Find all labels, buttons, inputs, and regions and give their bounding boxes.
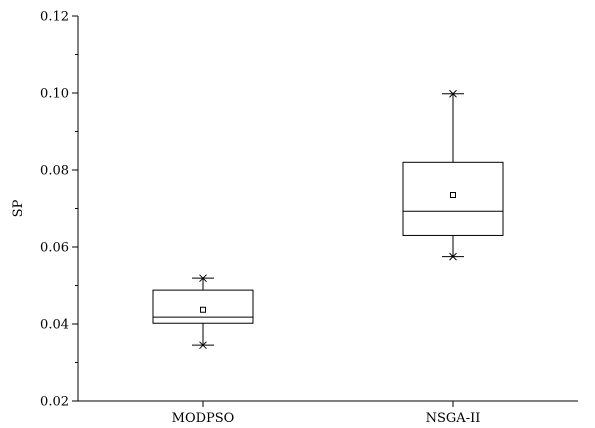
- max-marker: [199, 274, 207, 283]
- y-tick-label: 0.02: [40, 395, 69, 410]
- y-axis-label: SP: [11, 199, 26, 217]
- iqr-box: [402, 161, 504, 236]
- max-marker-stroke: [199, 274, 207, 283]
- box-nsga-ii: [402, 89, 504, 261]
- max-marker: [449, 89, 457, 98]
- min-marker-stroke: [199, 341, 207, 350]
- x-tick-label: NSGA-II: [426, 411, 481, 426]
- box-modpso: [152, 274, 254, 350]
- y-tick-label: 0.06: [40, 241, 69, 256]
- y-tick-label: 0.08: [40, 164, 69, 179]
- min-marker: [449, 252, 457, 261]
- y-tick-label: 0.12: [40, 10, 69, 25]
- mean-marker: [200, 306, 206, 313]
- max-marker-stroke: [449, 89, 457, 98]
- mean-marker: [450, 192, 456, 199]
- y-tick-label: 0.04: [40, 318, 69, 333]
- min-marker-stroke: [449, 252, 457, 261]
- y-tick-label: 0.10: [40, 87, 69, 102]
- x-tick-label: MODPSO: [172, 411, 235, 426]
- iqr-box: [152, 289, 254, 324]
- min-marker: [199, 341, 207, 350]
